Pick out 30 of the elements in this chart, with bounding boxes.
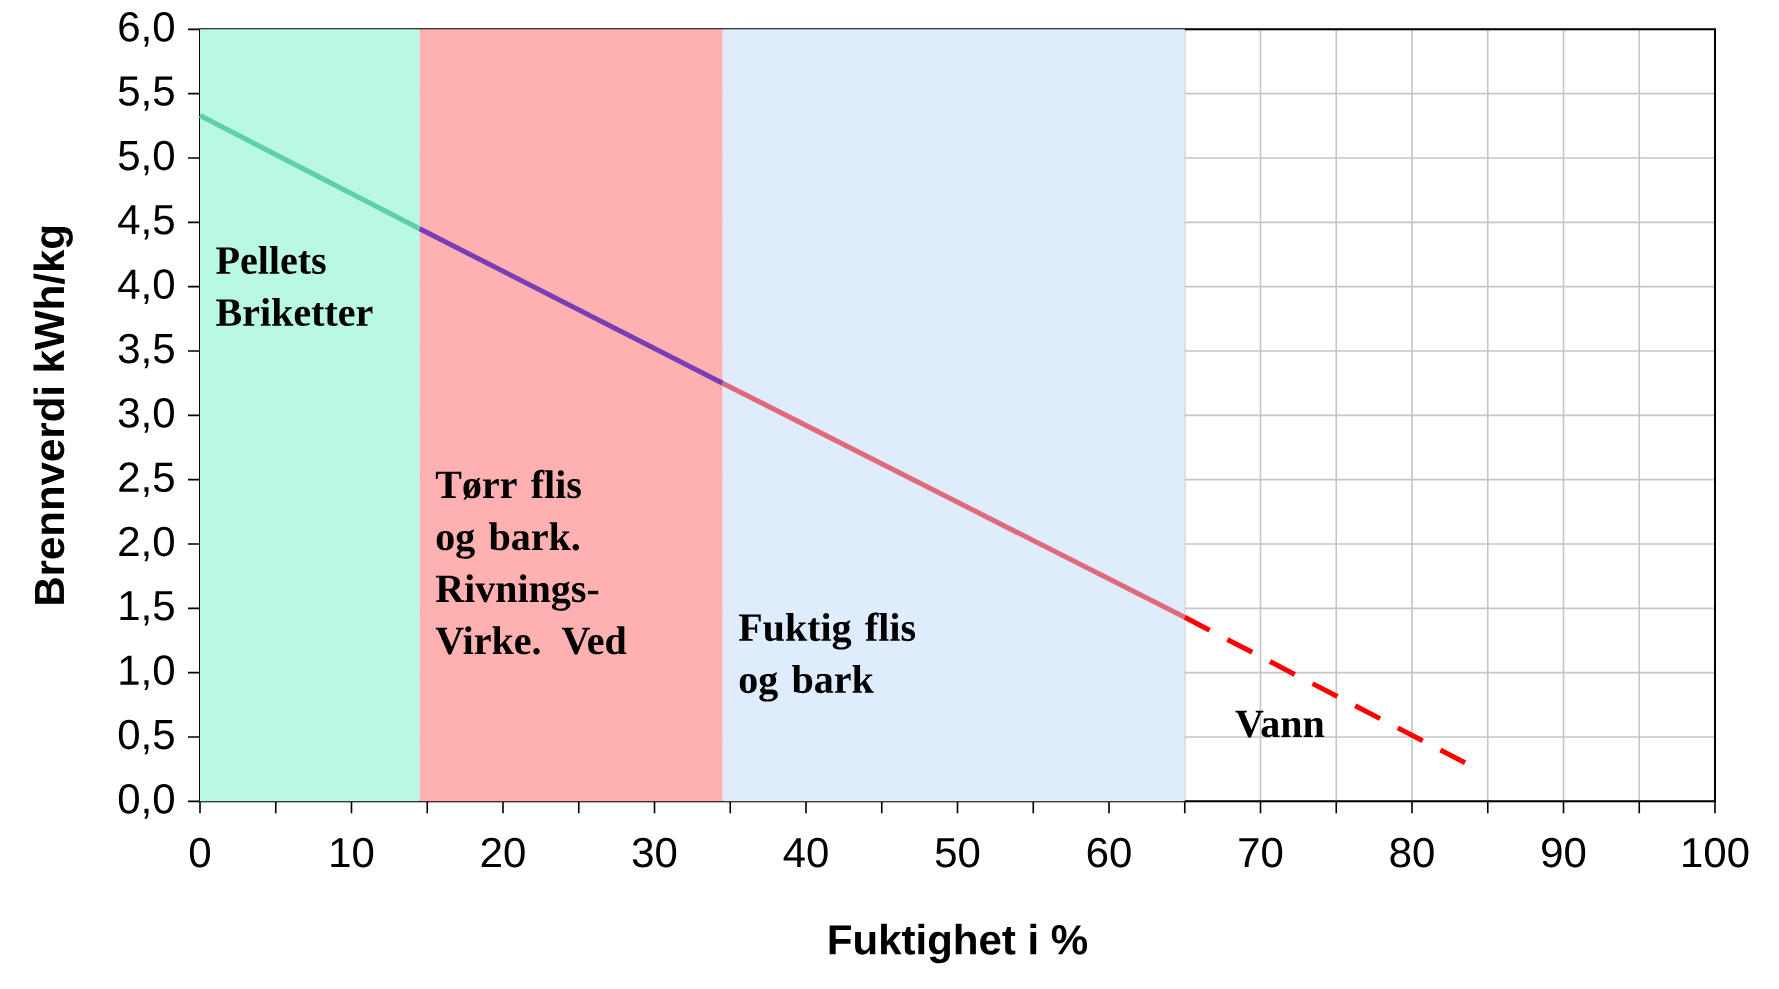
- x-tick-label: 0: [189, 837, 211, 868]
- y-tick-label: 4,5: [118, 205, 174, 240]
- x-tick-label: 30: [632, 837, 677, 868]
- band-label: Pellets Briketter: [216, 245, 373, 326]
- y-tick-label: 0,5: [118, 719, 174, 755]
- y-tick-label: 5,5: [118, 76, 174, 111]
- x-tick-label: 50: [935, 837, 980, 868]
- x-tick-label: 10: [331, 837, 374, 868]
- y-tick-label: 3,5: [118, 333, 174, 369]
- annotation: Vann: [1235, 710, 1325, 738]
- x-tick-label: 20: [481, 837, 525, 868]
- x-tick-label: 60: [1087, 837, 1131, 868]
- x-tick-label: 80: [1390, 837, 1434, 868]
- x-axis-title: Fuktighet i %: [829, 923, 1088, 964]
- x-tick-label: 90: [1542, 837, 1586, 868]
- y-tick-label: 0,0: [118, 783, 174, 819]
- x-tick-label: 70: [1239, 837, 1283, 868]
- x-tick-label: 100: [1683, 837, 1749, 868]
- x-tick-label: 40: [783, 837, 828, 868]
- y-tick-label: 3,0: [118, 397, 174, 433]
- y-axis-title: Brennverdi kWh/kg: [33, 226, 73, 604]
- y-tick-label: 2,0: [119, 526, 174, 562]
- band-label: Tørr flis og bark. Rivnings-Virke. Ved: [435, 469, 627, 655]
- y-tick-label: 5,0: [118, 140, 174, 176]
- y-tick-label: 2,5: [119, 462, 174, 497]
- y-tick-label: 6,0: [119, 11, 174, 47]
- y-tick-label: 4,0: [118, 269, 174, 304]
- y-tick-label: 1,0: [120, 655, 174, 690]
- band-label: Fuktig flis og bark: [738, 612, 916, 702]
- y-tick-label: 1,5: [120, 591, 174, 626]
